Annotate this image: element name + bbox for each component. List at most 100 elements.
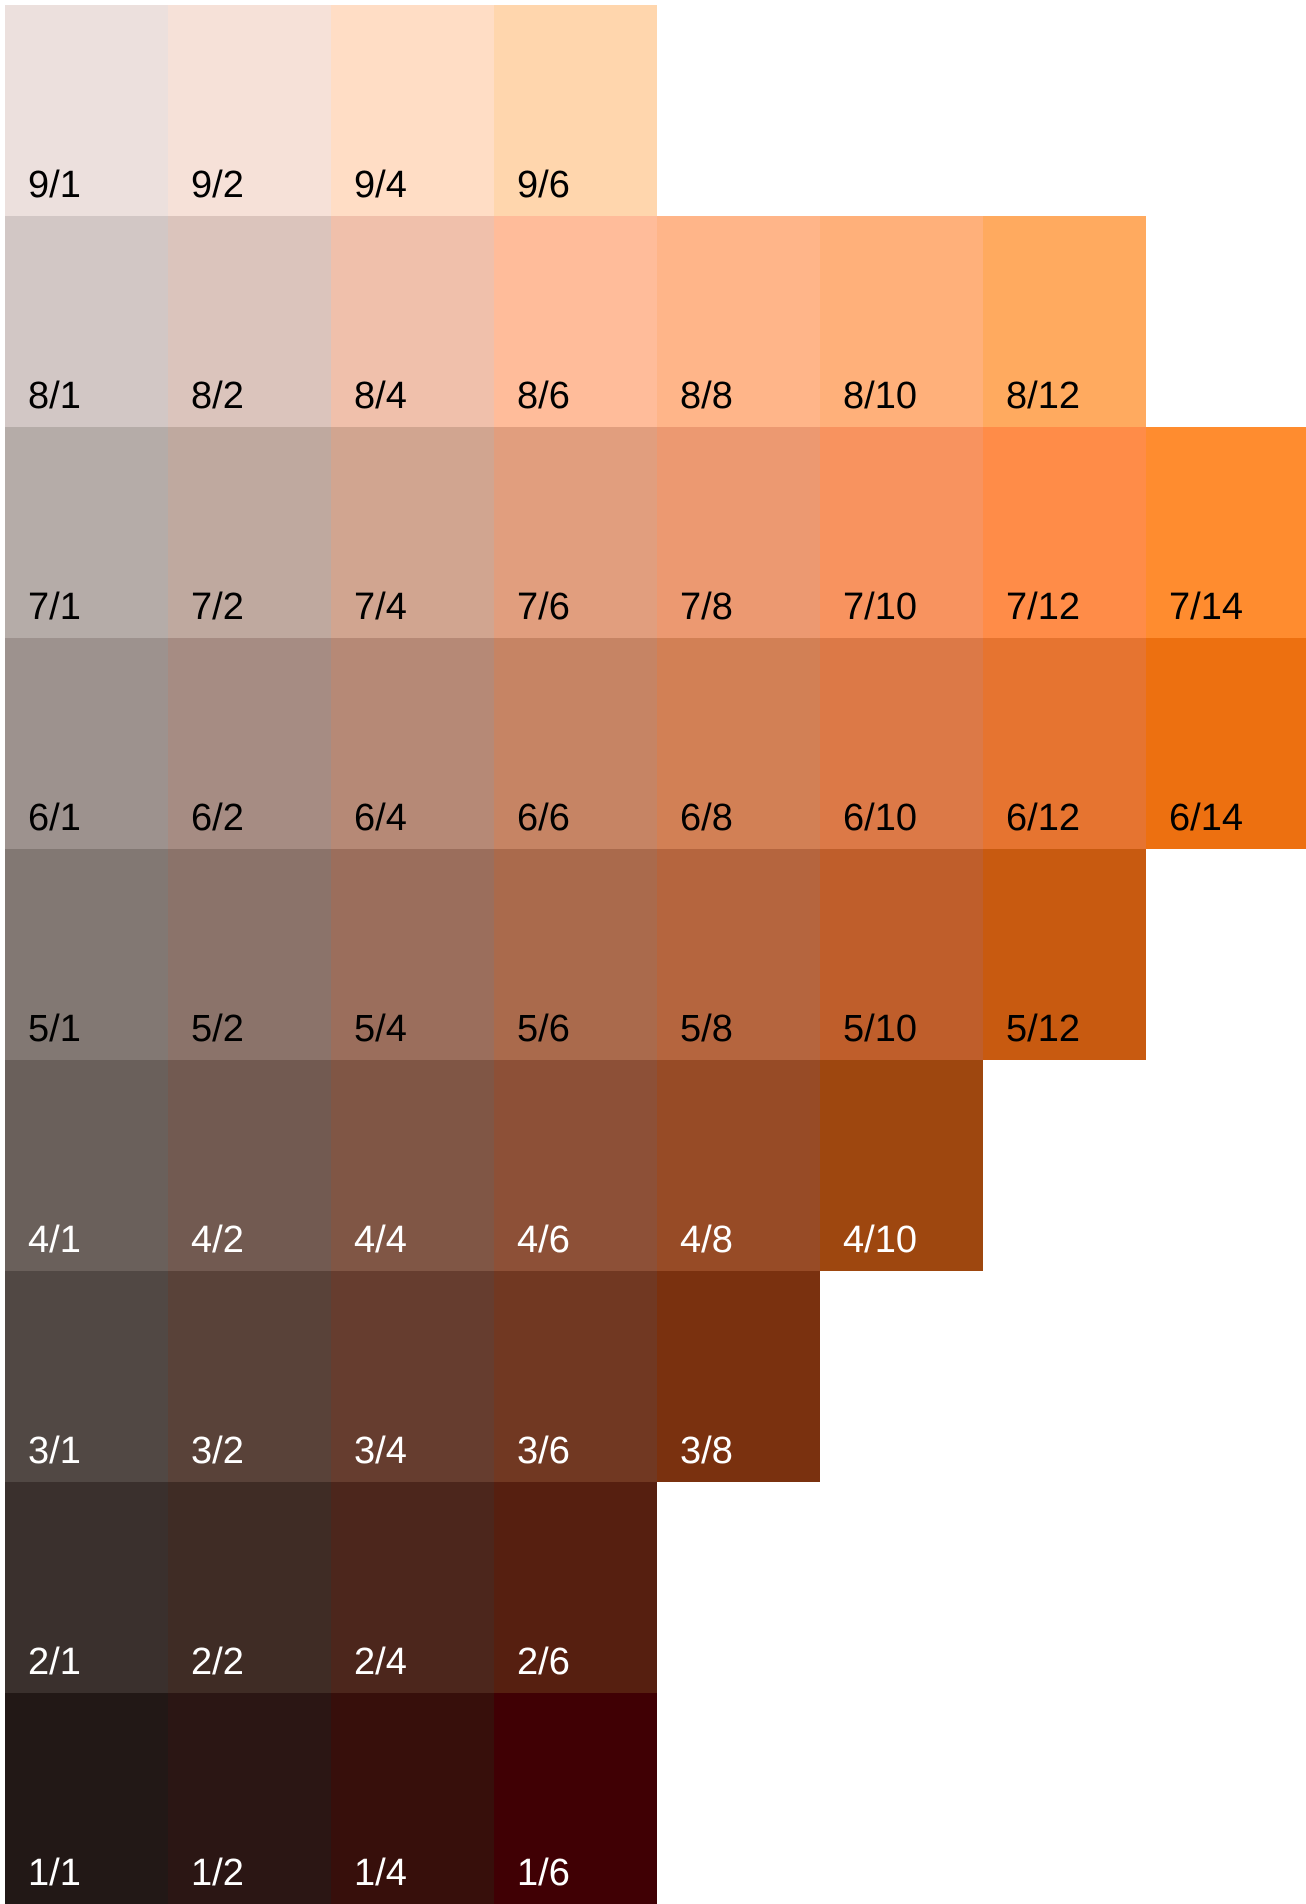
swatch-label: 6/8 (680, 797, 733, 839)
swatch-label: 7/12 (1006, 586, 1080, 628)
color-swatch: 5/6 (494, 849, 657, 1060)
color-swatch: 8/2 (168, 216, 331, 427)
swatch-label: 1/6 (517, 1852, 570, 1894)
swatch-label: 6/6 (517, 797, 570, 839)
color-swatch: 5/12 (983, 849, 1146, 1060)
color-swatch: 8/10 (820, 216, 983, 427)
color-swatch: 5/10 (820, 849, 983, 1060)
color-swatch: 2/1 (5, 1482, 168, 1693)
color-swatch: 7/2 (168, 427, 331, 638)
color-swatch: 3/6 (494, 1271, 657, 1482)
swatch-label: 8/4 (354, 375, 407, 417)
color-swatch: 6/2 (168, 638, 331, 849)
swatch-label: 8/8 (680, 375, 733, 417)
swatch-label: 6/4 (354, 797, 407, 839)
color-swatch: 8/6 (494, 216, 657, 427)
color-swatch: 3/1 (5, 1271, 168, 1482)
swatch-label: 8/12 (1006, 375, 1080, 417)
color-swatch: 1/1 (5, 1693, 168, 1904)
swatch-label: 3/6 (517, 1430, 570, 1472)
swatch-label: 7/8 (680, 586, 733, 628)
swatch-label: 1/1 (28, 1852, 81, 1894)
color-swatch: 5/4 (331, 849, 494, 1060)
color-swatch: 7/4 (331, 427, 494, 638)
color-swatch: 1/2 (168, 1693, 331, 1904)
color-swatch: 9/4 (331, 5, 494, 216)
color-swatch: 6/8 (657, 638, 820, 849)
color-swatch: 3/4 (331, 1271, 494, 1482)
color-swatch: 6/14 (1146, 638, 1306, 849)
swatch-label: 4/2 (191, 1219, 244, 1261)
color-swatch: 4/2 (168, 1060, 331, 1271)
swatch-label: 4/4 (354, 1219, 407, 1261)
color-swatch: 4/4 (331, 1060, 494, 1271)
color-swatch: 7/10 (820, 427, 983, 638)
swatch-label: 8/10 (843, 375, 917, 417)
swatch-label: 3/2 (191, 1430, 244, 1472)
swatch-label: 9/6 (517, 164, 570, 206)
swatch-label: 7/14 (1169, 586, 1243, 628)
swatch-label: 3/4 (354, 1430, 407, 1472)
color-swatch: 1/4 (331, 1693, 494, 1904)
swatch-label: 4/10 (843, 1219, 917, 1261)
swatch-label: 9/4 (354, 164, 407, 206)
swatch-label: 6/1 (28, 797, 81, 839)
color-swatch: 6/6 (494, 638, 657, 849)
swatch-label: 4/8 (680, 1219, 733, 1261)
color-swatch: 2/6 (494, 1482, 657, 1693)
swatch-label: 5/2 (191, 1008, 244, 1050)
color-swatch: 8/12 (983, 216, 1146, 427)
swatch-label: 6/14 (1169, 797, 1243, 839)
color-swatch: 8/8 (657, 216, 820, 427)
color-swatch: 9/1 (5, 5, 168, 216)
swatch-label: 5/10 (843, 1008, 917, 1050)
color-swatch: 4/10 (820, 1060, 983, 1271)
swatch-label: 3/8 (680, 1430, 733, 1472)
color-swatch: 6/12 (983, 638, 1146, 849)
swatch-label: 6/12 (1006, 797, 1080, 839)
color-swatch: 7/8 (657, 427, 820, 638)
color-swatch: 1/6 (494, 1693, 657, 1904)
swatch-label: 5/1 (28, 1008, 81, 1050)
swatch-label: 8/6 (517, 375, 570, 417)
swatch-label: 2/2 (191, 1641, 244, 1683)
swatch-label: 7/10 (843, 586, 917, 628)
swatch-label: 7/4 (354, 586, 407, 628)
swatch-label: 7/6 (517, 586, 570, 628)
color-swatch: 2/4 (331, 1482, 494, 1693)
color-swatch: 4/6 (494, 1060, 657, 1271)
swatch-label: 2/4 (354, 1641, 407, 1683)
color-swatch: 8/1 (5, 216, 168, 427)
swatch-label: 6/10 (843, 797, 917, 839)
swatch-label: 1/2 (191, 1852, 244, 1894)
color-swatch: 5/1 (5, 849, 168, 1060)
color-swatch: 8/4 (331, 216, 494, 427)
color-swatch: 7/12 (983, 427, 1146, 638)
color-swatch: 9/6 (494, 5, 657, 216)
swatch-label: 4/6 (517, 1219, 570, 1261)
color-swatch: 3/8 (657, 1271, 820, 1482)
color-swatch: 6/10 (820, 638, 983, 849)
color-swatch: 6/1 (5, 638, 168, 849)
swatch-label: 5/8 (680, 1008, 733, 1050)
swatch-label: 2/6 (517, 1641, 570, 1683)
color-swatch: 2/2 (168, 1482, 331, 1693)
swatch-label: 6/2 (191, 797, 244, 839)
swatch-label: 5/4 (354, 1008, 407, 1050)
swatch-label: 8/1 (28, 375, 81, 417)
swatch-label: 1/4 (354, 1852, 407, 1894)
color-swatch: 9/2 (168, 5, 331, 216)
swatch-label: 5/6 (517, 1008, 570, 1050)
color-swatch: 4/1 (5, 1060, 168, 1271)
color-swatch: 5/8 (657, 849, 820, 1060)
swatch-label: 9/2 (191, 164, 244, 206)
swatch-label: 7/2 (191, 586, 244, 628)
color-swatch: 3/2 (168, 1271, 331, 1482)
color-swatch: 4/8 (657, 1060, 820, 1271)
swatch-label: 4/1 (28, 1219, 81, 1261)
swatch-label: 5/12 (1006, 1008, 1080, 1050)
swatch-label: 7/1 (28, 586, 81, 628)
color-swatch: 7/1 (5, 427, 168, 638)
color-swatch: 7/14 (1146, 427, 1306, 638)
